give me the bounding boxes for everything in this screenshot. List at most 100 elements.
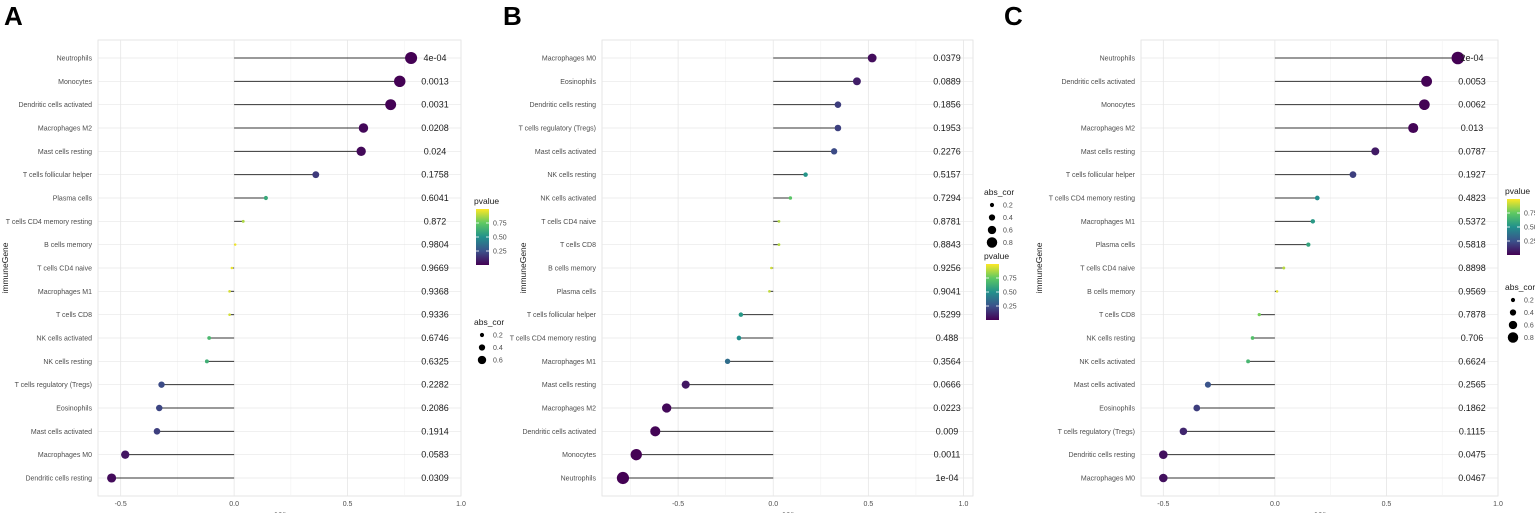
pvalue-label: 0.009 xyxy=(936,426,959,436)
lollipop-dot xyxy=(1310,219,1316,224)
pvalue-colorbar xyxy=(986,264,999,320)
y-tick-label: Macrophages M0 xyxy=(38,452,92,459)
y-tick-label: Plasma cells xyxy=(53,196,93,203)
pvalue-label: 0.0379 xyxy=(933,53,961,63)
size-legend-label: 0.6 xyxy=(493,358,503,365)
lollipop-dot xyxy=(803,172,808,177)
y-tick-label: Monocytes xyxy=(58,79,92,86)
y-tick-label: T cells CD8 xyxy=(560,242,596,249)
size-legend-label: 0.2 xyxy=(1003,203,1013,210)
pvalue-label: 0.1953 xyxy=(933,123,961,133)
lollipop-dot xyxy=(241,219,245,223)
pvalue-label: 0.2276 xyxy=(933,146,961,156)
y-tick-label: Macrophages M1 xyxy=(38,289,92,296)
pvalue-label: 0.0223 xyxy=(933,403,961,413)
lollipop-dot xyxy=(1257,313,1261,317)
pvalue-label: 0.0013 xyxy=(421,76,449,86)
y-tick-label: T cells CD4 naive xyxy=(541,219,596,226)
pvalue-legend: pvalue 0.25 0.50 0.75 xyxy=(984,251,1017,320)
size-legend-label: 0.4 xyxy=(493,345,503,352)
y-tick-label: Dendritic cells resting xyxy=(529,102,596,109)
abs-cor-legend-title: abs_cor xyxy=(474,317,504,327)
y-tick-label: B cells memory xyxy=(548,266,596,273)
lollipop-dot xyxy=(385,99,397,111)
lollipop-dot xyxy=(1179,427,1188,436)
abs-cor-legend: abs_cor 0.2 0.4 0.6 0.8 xyxy=(1505,282,1535,343)
y-tick-label: Neutrophils xyxy=(1100,56,1136,63)
pvalue-label: 0.9804 xyxy=(421,240,449,250)
pvalue-label: 0.0309 xyxy=(421,473,449,483)
lollipop-dot xyxy=(768,290,771,293)
y-tick-label: T cells follicular helper xyxy=(23,172,93,179)
lollipop-dot xyxy=(1421,75,1433,87)
lollipop-dot xyxy=(738,312,744,317)
pvalue-label: 0.872 xyxy=(424,216,447,226)
size-legend-label: 0.8 xyxy=(1003,240,1013,247)
y-tick-label: Dendritic cells activated xyxy=(18,102,92,109)
pvalue-label: 0.5299 xyxy=(933,310,961,320)
size-legend-dot xyxy=(1509,309,1517,316)
pvalue-label: 0.6624 xyxy=(1458,356,1486,366)
size-legend-dot xyxy=(477,355,487,365)
pvalue-label: 0.9336 xyxy=(421,310,449,320)
y-tick-label: Eosinophils xyxy=(1099,406,1135,413)
pvalue-legend: pvalue 0.25 0.50 0.75 xyxy=(1505,186,1535,255)
x-tick-label: -0.5 xyxy=(115,501,127,508)
panel-b: B -0.5 0.0 0.5 1.0 cor immuneGene Macrophages M… xyxy=(503,1,1017,513)
lollipop-dot xyxy=(204,359,209,364)
y-tick-label: Dendritic cells activated xyxy=(1061,79,1135,86)
size-legend-dot xyxy=(479,332,485,338)
abs-cor-legend-title: abs_cor xyxy=(984,187,1014,197)
pvalue-label: 0.5157 xyxy=(933,170,961,180)
x-tick-label: -0.5 xyxy=(1157,501,1169,508)
abs-cor-legend: abs_cor 0.2 0.4 0.6 0.8 xyxy=(984,187,1014,248)
lollipop-dot xyxy=(867,53,877,63)
x-axis-title: cor xyxy=(1314,509,1326,513)
pvalue-label: 0.1115 xyxy=(1459,426,1485,436)
y-tick-label: T cells CD4 naive xyxy=(1080,266,1135,273)
pvalue-label: 0.5372 xyxy=(1458,216,1486,226)
lollipop-dot xyxy=(153,428,161,435)
x-tick-label: 0.0 xyxy=(1270,501,1280,508)
pvalue-label: 0.0787 xyxy=(1458,146,1486,156)
colorbar-tick-label: 0.50 xyxy=(493,235,507,242)
colorbar-tick-label: 0.75 xyxy=(1524,211,1535,218)
y-tick-label: Macrophages M1 xyxy=(1081,219,1135,226)
lollipop-dot xyxy=(230,266,234,270)
panel-letter-c: C xyxy=(1004,1,1023,31)
size-legend-dot xyxy=(478,344,486,351)
pvalue-label: 1e-04 xyxy=(935,473,958,483)
y-tick-label: T cells CD4 memory resting xyxy=(510,336,596,343)
colorbar-tick-label: 0.25 xyxy=(493,249,507,256)
pvalue-label: 0.6041 xyxy=(421,193,449,203)
pvalue-label: 0.706 xyxy=(1461,333,1484,343)
pvalue-label: 0.1758 xyxy=(421,170,449,180)
y-tick-label: Macrophages M0 xyxy=(542,56,596,63)
pvalue-label: 4e-04 xyxy=(423,53,446,63)
size-legend-dot xyxy=(986,237,998,248)
y-tick-label: Dendritic cells resting xyxy=(1068,452,1135,459)
lollipop-dot xyxy=(1419,99,1430,111)
panel-c: C -0.5 0.0 0.5 1.0 cor immuneGene Neutrophils 2e… xyxy=(1004,1,1535,513)
pvalue-label: 0.5818 xyxy=(1458,240,1486,250)
pvalue-colorbar xyxy=(1507,199,1520,255)
pvalue-label: 0.0889 xyxy=(933,76,961,86)
y-tick-label: T cells regulatory (Tregs) xyxy=(15,382,92,389)
lollipop-dot xyxy=(1193,404,1201,412)
y-tick-label: Macrophages M2 xyxy=(542,406,596,413)
lollipop-dot xyxy=(1250,336,1255,340)
lollipop-dot xyxy=(312,171,320,179)
y-tick-label: Macrophages M0 xyxy=(1081,476,1135,483)
x-axis-title: cor xyxy=(782,509,794,513)
y-axis-title: immuneGene xyxy=(0,242,10,293)
lollipop-dot xyxy=(121,450,130,459)
x-tick-label: 0.5 xyxy=(1382,501,1392,508)
pvalue-label: 0.9368 xyxy=(421,286,449,296)
x-tick-label: 0.5 xyxy=(343,501,353,508)
size-legend-label: 0.6 xyxy=(1003,228,1013,235)
lollipop-dot xyxy=(228,290,231,293)
pvalue-label: 0.9041 xyxy=(933,286,961,296)
y-axis-title: immuneGene xyxy=(1034,242,1044,293)
y-tick-label: Eosinophils xyxy=(560,79,596,86)
y-tick-label: T cells regulatory (Tregs) xyxy=(1058,429,1135,436)
